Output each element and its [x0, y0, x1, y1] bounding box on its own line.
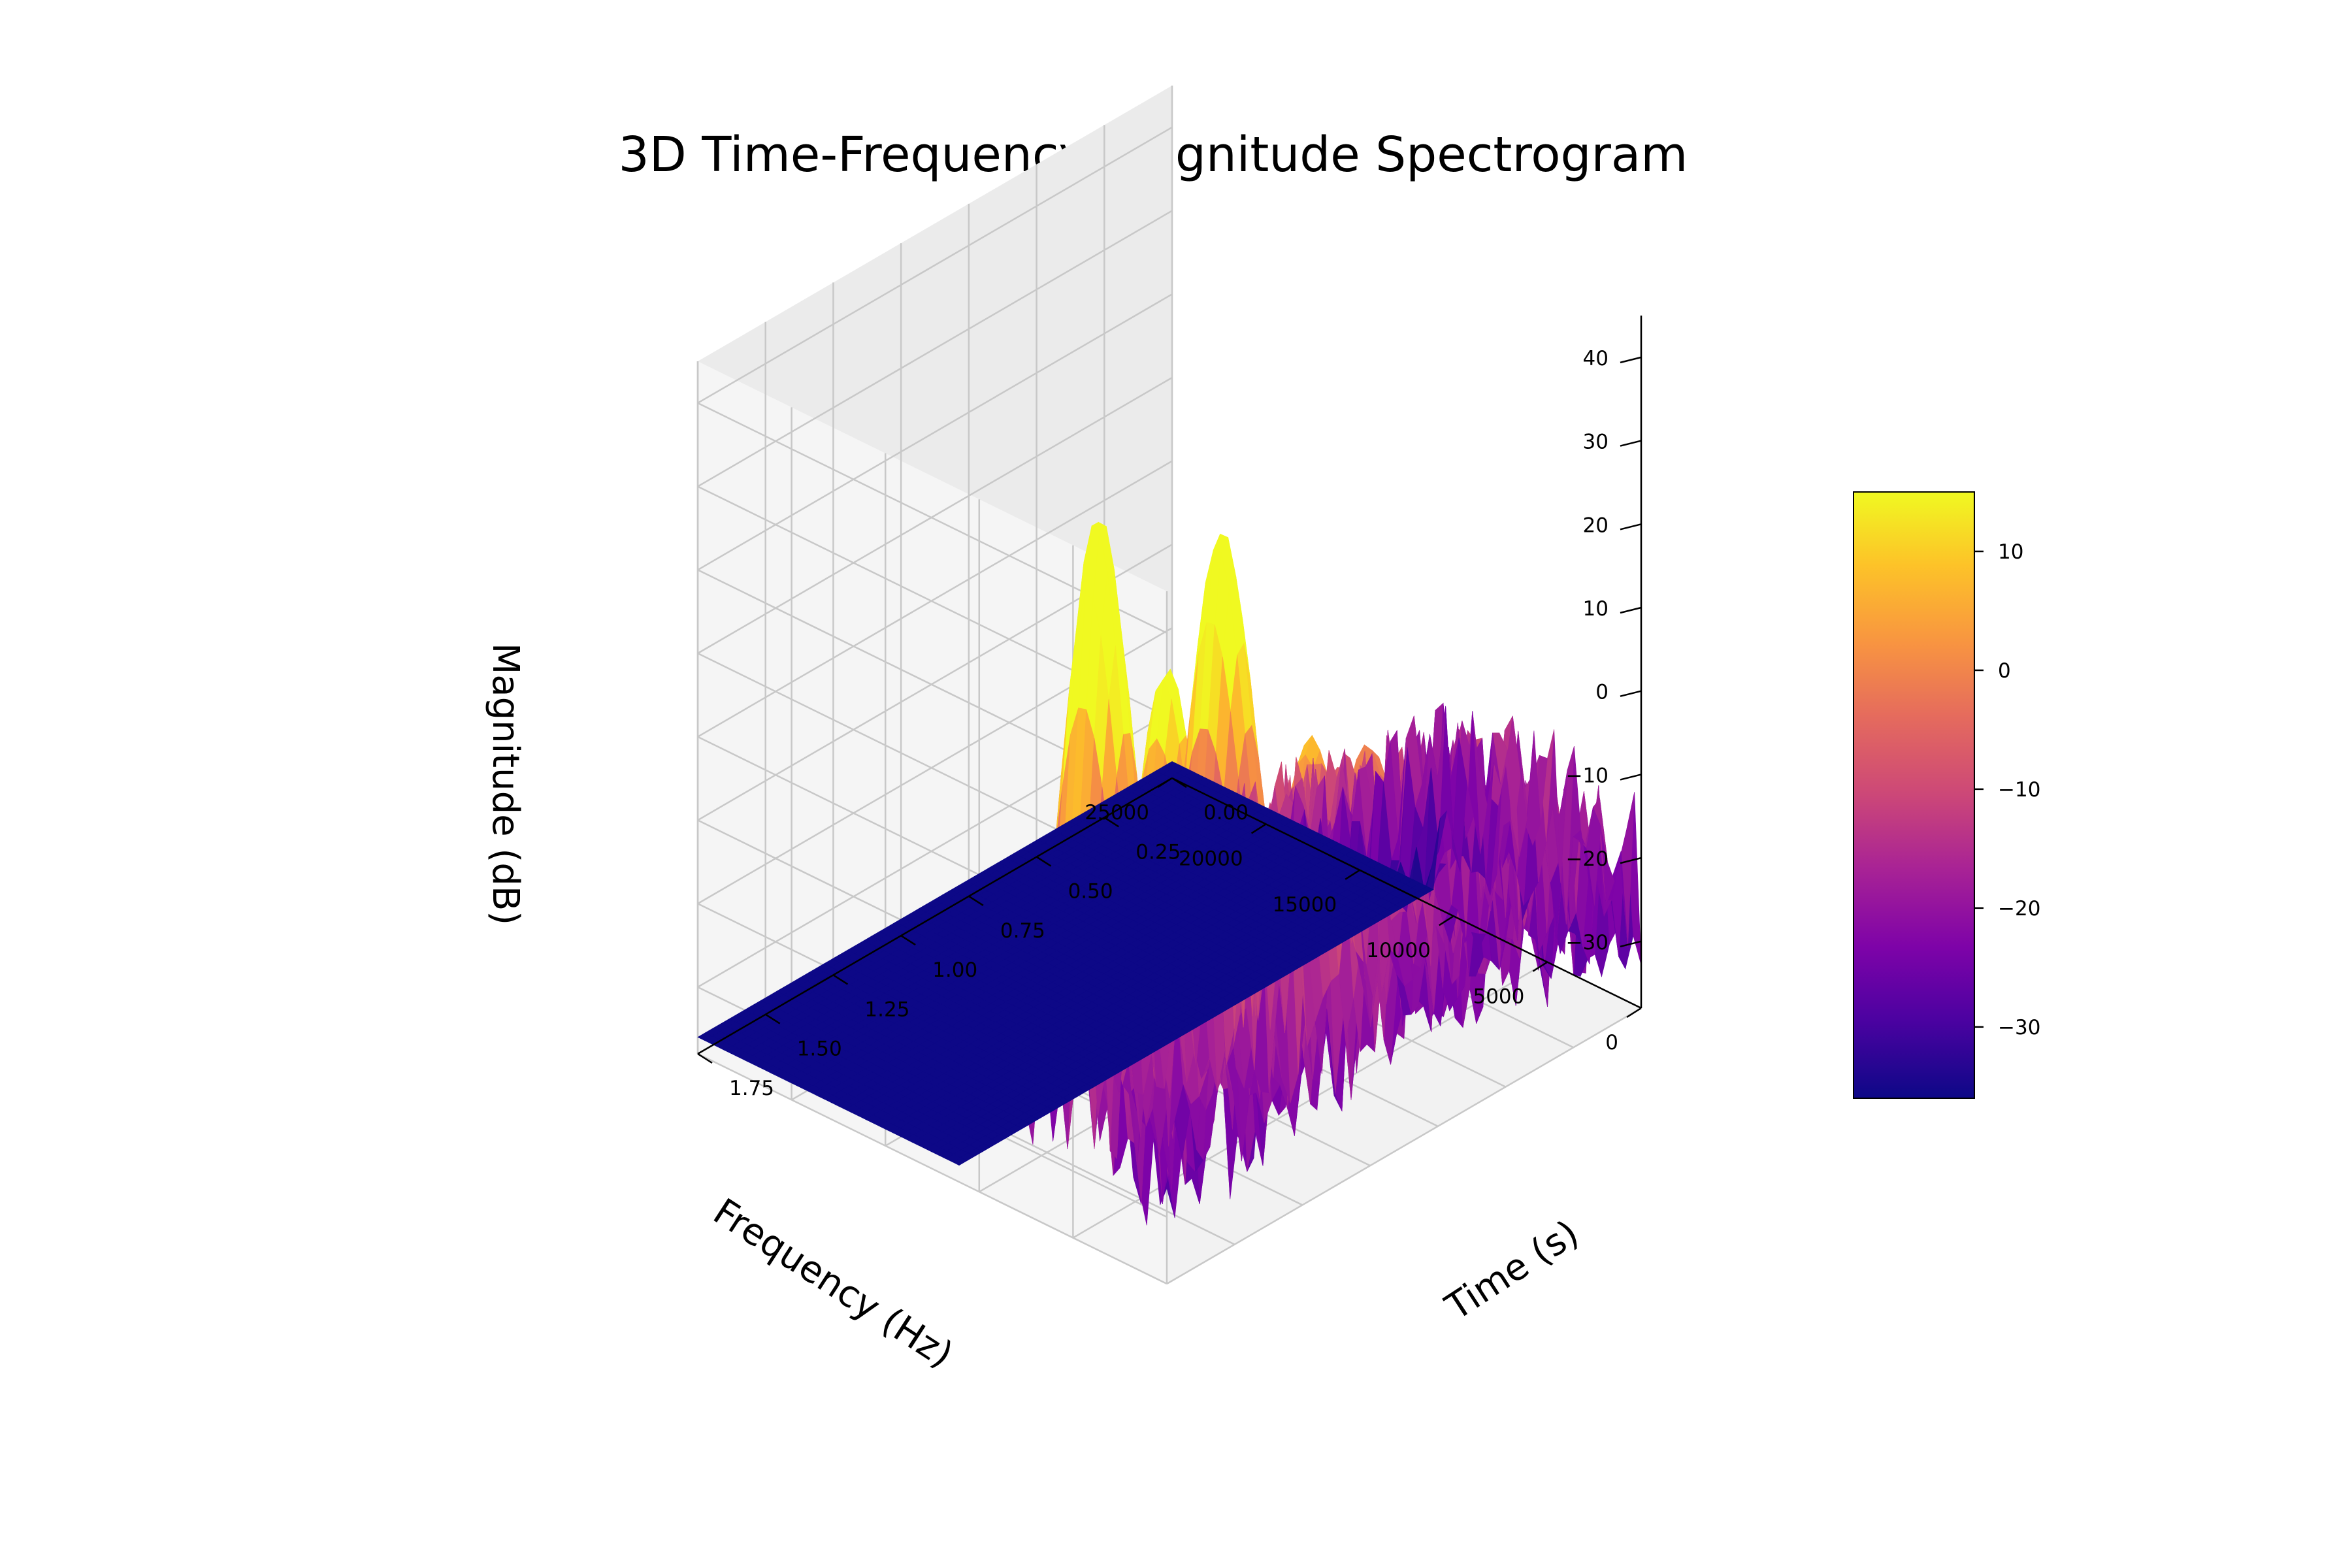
y-tick-label: 1.00	[932, 958, 977, 982]
y-tick-label: 0.25	[1135, 840, 1181, 864]
colorbar-tick-label: 0	[1998, 659, 2011, 683]
y-tick-label: 1.25	[864, 998, 909, 1021]
z-tick-label: −20	[1566, 847, 1609, 871]
axes: 0 5000 10000 15000 20000 25000 0.00 0.25 0.50 0.7…	[697, 316, 1642, 1100]
x-tick-label: 20000	[1179, 847, 1243, 870]
grid-line	[697, 460, 1173, 738]
surface-patch	[1164, 761, 1179, 770]
x-tick-mark	[1532, 961, 1548, 972]
x-axis-line	[1171, 777, 1642, 1009]
grid-line	[697, 293, 1173, 571]
y-tick-mark	[832, 974, 849, 985]
grid-line	[697, 210, 1173, 487]
x-axis-label: Frequency (Hz)	[706, 1190, 960, 1377]
x-tick-mark	[1439, 915, 1454, 926]
colorbar: −30 −20 −10 0 10	[1853, 491, 2040, 1099]
y-tick-mark	[1103, 817, 1119, 828]
y-axis-label: Time (s)	[1438, 1212, 1586, 1329]
x-tick-label: 10000	[1366, 939, 1431, 962]
colorbar-tick-label: 10	[1998, 540, 2023, 564]
y-axis-line	[697, 777, 1173, 1055]
x-tick-mark	[1626, 1007, 1642, 1019]
grid-line	[697, 1053, 1168, 1285]
z-tick-label: 30	[1583, 431, 1609, 454]
y-tick-label: 1.50	[797, 1037, 842, 1061]
y-tick-label: 0.50	[1068, 880, 1113, 904]
colorbar-tick-label: −10	[1998, 778, 2040, 802]
x-tick-label: 0	[1605, 1031, 1618, 1054]
z-tick-mark	[1620, 690, 1642, 697]
x-tick-mark	[1157, 777, 1173, 789]
z-tick-label: −10	[1566, 764, 1609, 787]
x-tick-label: 5000	[1473, 985, 1524, 1009]
y-tick-mark	[968, 895, 984, 906]
y-tick-mark	[765, 1013, 781, 1024]
y-tick-label: 0.75	[1000, 919, 1045, 943]
z-tick-mark	[1620, 523, 1642, 531]
y-tick-mark	[1036, 856, 1052, 867]
z-tick-mark	[1620, 356, 1642, 364]
y-tick-label: 1.75	[729, 1077, 774, 1100]
z-tick-label: 40	[1583, 347, 1609, 370]
colorbar-gradient	[1853, 491, 1975, 1099]
z-tick-mark	[1620, 774, 1642, 781]
z-tick-label: 10	[1583, 597, 1609, 621]
z-tick-label: 0	[1595, 681, 1609, 704]
grid-line	[697, 126, 1173, 404]
z-tick-label: −30	[1566, 931, 1609, 955]
z-tick-label: 20	[1583, 514, 1609, 537]
y-tick-mark	[1171, 777, 1187, 789]
colorbar-tick-label: −30	[1998, 1016, 2040, 1039]
y-tick-mark	[900, 935, 916, 946]
z-tick-mark	[1620, 940, 1642, 948]
x-tick-mark	[1250, 823, 1267, 834]
grid-line	[697, 376, 1173, 655]
z-axis-label: Magnitude (dB)	[484, 643, 527, 925]
z-tick-mark	[1620, 440, 1642, 447]
y-tick-mark	[697, 1053, 713, 1064]
surface-plot	[697, 521, 1642, 1226]
grid-line	[1166, 1007, 1642, 1285]
x-tick-mark	[1345, 869, 1360, 880]
colorbar-tick-label: −20	[1998, 897, 2040, 921]
x-tick-label: 25000	[1085, 801, 1149, 825]
x-tick-label: 15000	[1273, 893, 1337, 917]
z-tick-mark	[1620, 606, 1642, 614]
z-tick-mark	[1620, 857, 1642, 864]
y-tick-label: 0.00	[1203, 801, 1249, 825]
